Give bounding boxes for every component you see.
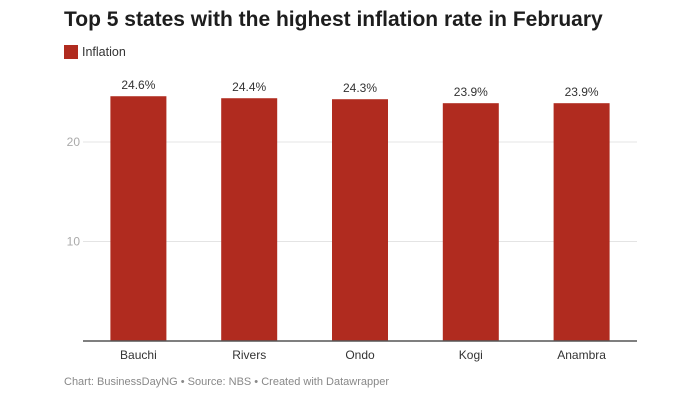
chart-title: Top 5 states with the highest inflation … xyxy=(64,8,603,31)
chart-footer: Chart: BusinessDayNG • Source: NBS • Cre… xyxy=(64,376,389,388)
x-tick-label: Rivers xyxy=(232,348,266,362)
bar xyxy=(442,103,499,341)
legend-swatch xyxy=(64,45,78,59)
x-tick-label: Ondo xyxy=(345,348,375,362)
data-label: 23.9% xyxy=(565,85,599,99)
data-label: 24.3% xyxy=(343,81,377,95)
bar xyxy=(332,99,388,341)
x-tick-label: Bauchi xyxy=(120,348,157,362)
legend-label: Inflation xyxy=(82,45,126,59)
x-tick-label: Anambra xyxy=(557,348,606,362)
legend: Inflation xyxy=(64,45,126,59)
x-tick-label: Kogi xyxy=(459,348,483,362)
data-label: 23.9% xyxy=(454,85,488,99)
data-label: 24.4% xyxy=(232,80,266,94)
y-tick-label: 20 xyxy=(67,135,81,149)
bar xyxy=(553,103,610,341)
y-tick-label: 10 xyxy=(67,235,81,249)
bar xyxy=(110,96,167,341)
data-label: 24.6% xyxy=(121,78,155,92)
bar xyxy=(221,98,278,341)
